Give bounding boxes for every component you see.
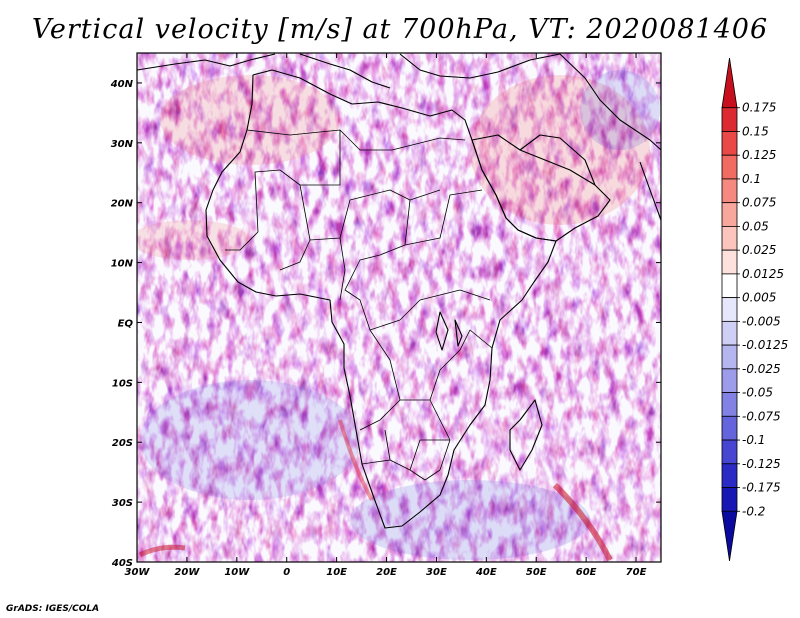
- lon-tick-label: 20W: [174, 567, 200, 578]
- colorbar-swatch-bottom: [721, 510, 738, 562]
- colorbar: 0.175 0.15 0.125 0.1 0.075 0.05 0.025 0.0125 0.0…: [721, 57, 788, 562]
- colorbar-label: 0.075: [742, 196, 776, 210]
- lat-tick-label: 40S: [111, 558, 133, 569]
- lon-tick-label: 20E: [376, 567, 397, 578]
- latitude-ticks: 40N 30N 20N 10N EQ 10S 20S 30S 40S: [110, 79, 661, 569]
- colorbar-swatch: [721, 131, 738, 156]
- lon-tick-label: 40E: [475, 567, 497, 578]
- credit-text: GrADS: IGES/COLA: [6, 604, 100, 614]
- colorbar-swatch: [721, 344, 738, 370]
- colorbar-swatch: [721, 415, 738, 441]
- colorbar-swatch: [721, 297, 738, 322]
- colorbar-label: -0.2: [742, 504, 765, 518]
- lon-tick-label: 70E: [626, 567, 647, 578]
- map-field: [137, 53, 661, 562]
- colorbar-label: 0.005: [742, 291, 776, 305]
- lon-tick-label: 10W: [224, 567, 250, 578]
- colorbar-swatch: [721, 368, 738, 393]
- colorbar-swatch: [721, 154, 738, 180]
- longitude-ticks: 30W 20W 10W 0 10E 20E 30E 40E 50E 60E 70E: [125, 53, 647, 578]
- lat-tick-label: 30N: [111, 139, 134, 150]
- colorbar-label: -0.125: [742, 457, 781, 471]
- colorbar-swatch: [721, 202, 738, 227]
- colorbar-swatch: [721, 178, 738, 204]
- lon-tick-label: 0: [283, 567, 290, 578]
- lon-tick-label: 50E: [526, 567, 547, 578]
- lat-tick-label: 40N: [110, 79, 134, 90]
- colorbar-swatch: [721, 487, 738, 512]
- lat-tick-label: 20N: [111, 199, 134, 210]
- colorbar-swatch: [721, 463, 738, 488]
- colorbar-label: 0.0125: [742, 267, 784, 281]
- lat-tick-label: 20S: [112, 438, 133, 449]
- lat-tick-label: 10N: [111, 259, 134, 270]
- colorbar-label: -0.175: [742, 481, 781, 495]
- colorbar-label: 0.125: [742, 148, 776, 162]
- colorbar-label: 0.025: [742, 243, 776, 257]
- colorbar-swatch: [721, 439, 738, 465]
- colorbar-swatch: [721, 392, 738, 417]
- lon-tick-label: 60E: [576, 567, 597, 578]
- colorbar-label: -0.0125: [742, 338, 788, 352]
- lon-tick-label: 10E: [326, 567, 347, 578]
- lat-tick-label: EQ: [118, 318, 134, 329]
- colorbar-label: -0.05: [742, 386, 773, 400]
- lon-tick-label: 30E: [426, 567, 447, 578]
- colorbar-swatch-top: [721, 57, 738, 109]
- lon-tick-label: 30W: [125, 567, 151, 578]
- coastlines-and-borders: [137, 53, 661, 529]
- colorbar-label: -0.025: [742, 362, 781, 376]
- colorbar-label: 0.175: [742, 101, 776, 115]
- colorbar-swatch: [721, 249, 738, 275]
- colorbar-swatch: [721, 226, 738, 251]
- colorbar-swatch: [721, 107, 738, 132]
- colorbar-label: 0.05: [742, 219, 769, 233]
- plot-frame: [136, 52, 662, 563]
- colorbar-label: -0.075: [742, 409, 781, 423]
- colorbar-label: 0.15: [742, 124, 769, 138]
- colorbar-label: 0.1: [742, 172, 761, 186]
- chart-title: Vertical velocity [m/s] at 700hPa, VT: 2…: [31, 14, 769, 45]
- lat-tick-label: 10S: [112, 378, 133, 389]
- colorbar-label: -0.1: [742, 433, 765, 447]
- lat-tick-label: 30S: [112, 498, 133, 509]
- colorbar-label: -0.005: [742, 314, 781, 328]
- colorbar-swatch: [721, 320, 738, 346]
- colorbar-swatch: [721, 273, 738, 299]
